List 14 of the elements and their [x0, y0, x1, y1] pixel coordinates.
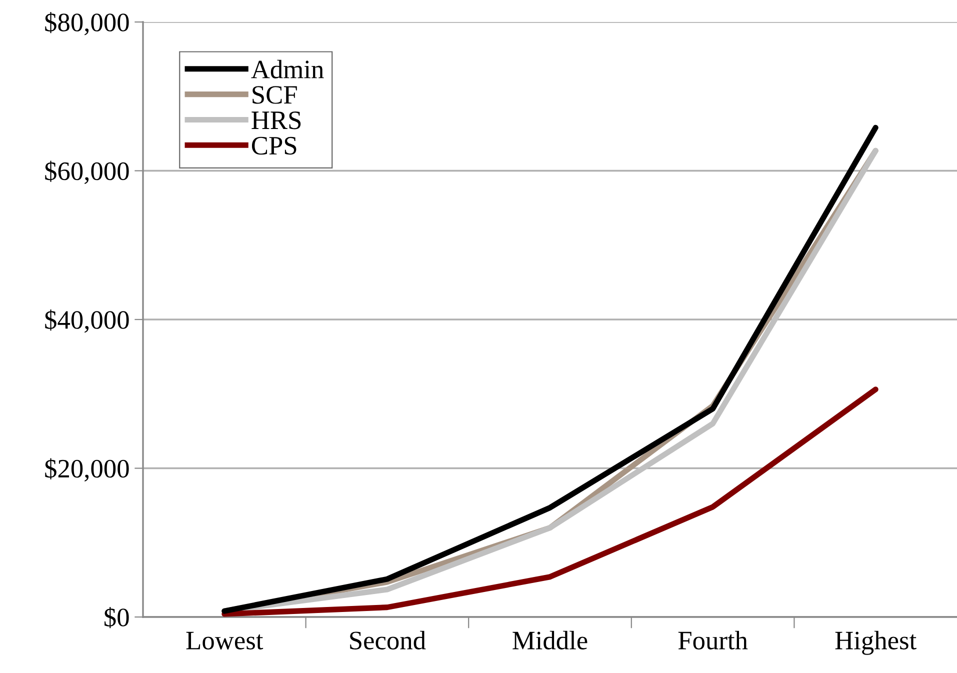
y-tick-label: $0	[104, 607, 129, 628]
x-tick-label: Fourth	[678, 630, 748, 650]
y-tick-label: $40,000	[45, 310, 129, 333]
legend-label: Admin	[251, 60, 324, 78]
y-tick-label: $60,000	[45, 160, 129, 184]
x-tick-label: Lowest	[186, 632, 264, 650]
x-tick-label: Highest	[835, 630, 916, 655]
x-tick-label: Middle	[512, 630, 588, 650]
y-tick-label: $80,000	[45, 12, 129, 36]
legend-label: SCF	[252, 86, 297, 104]
x-tick-label: Second	[350, 630, 426, 650]
legend-label: HRS	[252, 111, 301, 130]
legend-label: CPS	[252, 136, 296, 155]
y-tick-label: $20,000	[45, 458, 129, 482]
